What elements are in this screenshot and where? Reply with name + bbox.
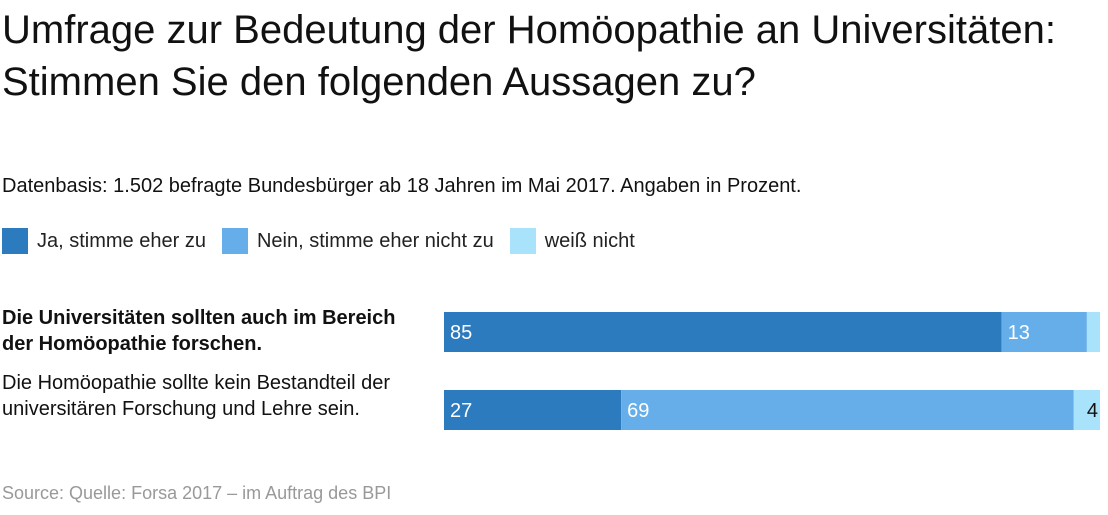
bar-row2-weiss-nicht	[1073, 390, 1100, 430]
bar-row2-nein	[621, 390, 1074, 430]
legend-swatch-nein	[221, 228, 248, 254]
legend-label-nein: Nein, stimme eher nicht zu	[256, 230, 494, 252]
source-note: Source: Quelle: Forsa 2017 – im Auftrag …	[2, 483, 392, 503]
row-label-1: Die Universitäten sollten auch im Bereic…	[2, 307, 396, 355]
bar-row1-weiss-nicht	[1086, 312, 1100, 352]
data-label-row2-weiss-nicht: 4	[1087, 400, 1098, 422]
data-label-row2-ja: 27	[450, 400, 472, 422]
bar-row2-ja	[444, 390, 622, 430]
legend-label-weiss-nicht: weiß nicht	[544, 230, 635, 252]
data-label-row2-nein: 69	[627, 400, 649, 422]
legend-item-nein: Nein, stimme eher nicht zu	[221, 228, 494, 254]
legend-item-ja: Ja, stimme eher zu	[2, 228, 206, 254]
chart-title: Umfrage zur Bedeutung der Homöopathie an…	[2, 8, 1056, 104]
legend-swatch-ja	[2, 228, 28, 254]
bar-row1-nein	[1001, 312, 1087, 352]
chart-subtitle: Datenbasis: 1.502 befragte Bundesbürger …	[2, 175, 802, 197]
data-label-row1-ja: 85	[450, 322, 472, 344]
bar-row1-ja	[444, 312, 1002, 352]
legend-label-ja: Ja, stimme eher zu	[37, 230, 206, 252]
row-label-2: Die Homöopathie sollte kein Bestandteil …	[2, 372, 390, 420]
legend-swatch-weiss-nicht	[509, 228, 536, 254]
data-label-row1-nein: 13	[1008, 322, 1030, 344]
legend: Ja, stimme eher zu Nein, stimme eher nic…	[2, 227, 651, 255]
legend-item-weiss-nicht: weiß nicht	[509, 228, 635, 254]
